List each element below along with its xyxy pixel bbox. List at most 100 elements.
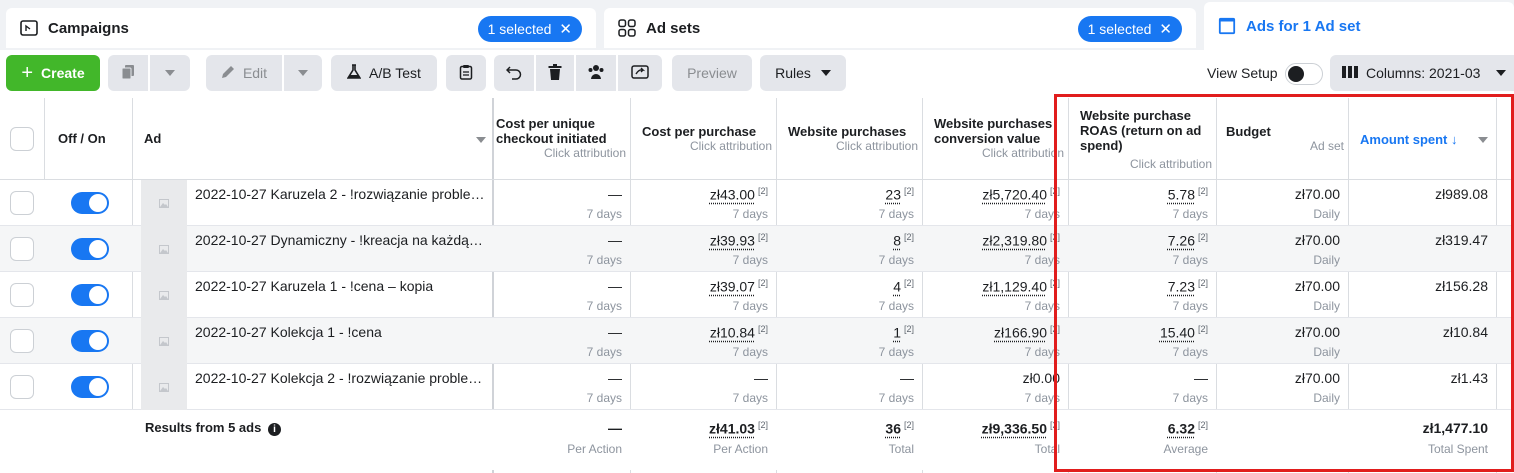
header-website-purchases[interactable]: Website purchases Click attribution xyxy=(788,124,918,153)
header-amount-spent[interactable]: Amount spent ↓ xyxy=(1360,132,1492,214)
image-placeholder-icon xyxy=(159,334,169,349)
columns-icon xyxy=(1342,65,1358,81)
conversion-value-cell[interactable]: zł5,720.40 [2] 7 days xyxy=(982,186,1060,221)
header-cost-per-unique-checkout[interactable]: Cost per unique checkout initiated Click… xyxy=(496,116,626,160)
column-divider xyxy=(630,98,631,473)
tab-campaigns-label: Campaigns xyxy=(48,19,129,37)
ad-on-off-toggle[interactable] xyxy=(71,330,109,352)
table-header: Off / On Ad Cost per unique checkout ini… xyxy=(0,98,1514,180)
ad-thumbnail[interactable] xyxy=(141,272,187,318)
share-button[interactable] xyxy=(618,55,662,91)
table-row[interactable]: 2022-10-27 Kolekcja 2 - !rozwiązanie pro… xyxy=(0,364,1514,410)
tab-ads-label: Ads for 1 Ad set xyxy=(1246,17,1361,35)
header-off-on[interactable]: Off / On xyxy=(58,131,106,146)
cost-per-checkout-cell: —7 days xyxy=(586,370,622,405)
tab-ad-sets[interactable]: Ad sets 1 selected ✕ xyxy=(604,8,1196,48)
ad-name-link[interactable]: 2022-10-27 Karuzela 1 - !cena – kopia xyxy=(195,278,434,294)
ad-on-off-toggle[interactable] xyxy=(71,192,109,214)
website-purchases-cell[interactable]: 23 [2] 7 days xyxy=(878,186,914,221)
conversion-value-cell[interactable]: zł2,319.80 [2] 7 days xyxy=(982,232,1060,267)
ad-name-link[interactable]: 2022-10-27 Karuzela 2 - !rozwiązanie pro… xyxy=(195,186,485,202)
row-checkbox[interactable] xyxy=(10,329,34,353)
select-all-checkbox[interactable] xyxy=(10,127,34,151)
delete-button[interactable] xyxy=(536,55,574,91)
chevron-down-icon xyxy=(820,70,831,76)
duplicate-button[interactable] xyxy=(108,55,148,91)
ad-thumbnail[interactable] xyxy=(141,226,187,272)
ad-thumbnail[interactable] xyxy=(141,318,187,364)
toggle-knob xyxy=(89,378,107,396)
ad-name-link[interactable]: 2022-10-27 Kolekcja 1 - !cena xyxy=(195,324,382,340)
budget-cell: zł70.00 Daily xyxy=(1294,232,1340,267)
adsets-selected-badge[interactable]: 1 selected ✕ xyxy=(1077,16,1182,42)
sort-chevron-icon[interactable] xyxy=(476,137,486,143)
table-row[interactable]: 2022-10-27 Dynamiczny - !kreacja na każd… xyxy=(0,226,1514,272)
preview-button[interactable]: Preview xyxy=(672,55,752,91)
header-cost-per-purchase[interactable]: Cost per purchase Click attribution xyxy=(642,124,772,153)
header-conversion-value[interactable]: Website purchases conversion value Click… xyxy=(934,116,1064,160)
header-budget[interactable]: Budget Ad set xyxy=(1226,124,1344,153)
conversion-value-cell[interactable]: zł1,129.40 [2] 7 days xyxy=(982,278,1060,313)
header-ad[interactable]: Ad xyxy=(144,131,162,146)
row-checkbox[interactable] xyxy=(10,237,34,261)
website-purchases-cell[interactable]: 4 [2] 7 days xyxy=(878,278,914,313)
cost-per-purchase-cell: —7 days xyxy=(732,370,768,405)
audience-button[interactable] xyxy=(576,55,616,91)
info-icon[interactable]: i xyxy=(267,423,281,436)
ab-test-button[interactable]: A/B Test xyxy=(331,55,437,91)
view-setup-label: View Setup xyxy=(1207,65,1278,81)
row-checkbox[interactable] xyxy=(10,191,34,215)
columns-dropdown[interactable]: Columns: 2021-03 xyxy=(1330,55,1514,91)
table-row[interactable]: 2022-10-27 Kolekcja 1 - !cena —7 days zł10… xyxy=(0,318,1514,364)
edit-button[interactable]: Edit xyxy=(206,55,282,91)
clear-selection-icon[interactable]: ✕ xyxy=(559,20,572,38)
roas-cell[interactable]: 7.26 [2] 7 days xyxy=(1167,232,1208,267)
flask-icon xyxy=(346,63,362,83)
total-website-purchases[interactable]: 36 [2] Total xyxy=(885,420,914,456)
sort-chevron-icon[interactable] xyxy=(1478,137,1488,143)
row-checkbox[interactable] xyxy=(10,375,34,399)
create-button[interactable]: + Create xyxy=(6,55,100,91)
website-purchases-cell[interactable]: 8 [2] 7 days xyxy=(878,232,914,267)
cost-per-purchase-cell[interactable]: zł39.07 [2] 7 days xyxy=(709,278,768,313)
total-roas[interactable]: 6.32 [2] Average xyxy=(1163,420,1208,456)
rules-button[interactable]: Rules xyxy=(760,55,846,91)
clear-selection-icon[interactable]: ✕ xyxy=(1159,20,1172,38)
roas-cell[interactable]: 15.40 [2] 7 days xyxy=(1159,324,1208,359)
roas-cell[interactable]: 7.23 [2] 7 days xyxy=(1167,278,1208,313)
row-checkbox[interactable] xyxy=(10,283,34,307)
conversion-value-cell[interactable]: zł166.90 [2] 7 days xyxy=(994,324,1060,359)
total-cost-per-purchase[interactable]: zł41.03 [2] Per Action xyxy=(709,420,768,456)
clipboard-button[interactable] xyxy=(446,55,486,91)
total-conversion-value[interactable]: zł9,336.50 [2] Total xyxy=(981,420,1060,456)
tab-ads[interactable]: Ads for 1 Ad set xyxy=(1204,2,1514,50)
ad-window-icon xyxy=(1218,17,1236,35)
ad-name-link[interactable]: 2022-10-27 Dynamiczny - !kreacja na każd… xyxy=(195,232,485,248)
cost-per-purchase-cell[interactable]: zł43.00 [2] 7 days xyxy=(709,186,768,221)
edit-dropdown-button[interactable] xyxy=(284,55,322,91)
ad-name-link[interactable]: 2022-10-27 Kolekcja 2 - !rozwiązanie pro… xyxy=(195,370,485,386)
undo-button[interactable] xyxy=(494,55,534,91)
website-purchases-cell[interactable]: 1 [2] 7 days xyxy=(878,324,914,359)
ad-thumbnail[interactable] xyxy=(141,180,187,226)
roas-cell[interactable]: 5.78 [2] 7 days xyxy=(1167,186,1208,221)
column-divider xyxy=(776,98,777,473)
cost-per-purchase-cell[interactable]: zł39.93 [2] 7 days xyxy=(709,232,768,267)
budget-cell: zł70.00 Daily xyxy=(1294,324,1340,359)
ad-on-off-toggle[interactable] xyxy=(71,284,109,306)
pencil-icon xyxy=(221,65,235,82)
ad-on-off-toggle[interactable] xyxy=(71,238,109,260)
duplicate-dropdown-button[interactable] xyxy=(150,55,190,91)
toolbar: + Create Edit A/B Test Preview Rules Vie… xyxy=(0,50,1514,98)
budget-cell: zł70.00 Daily xyxy=(1294,278,1340,313)
ad-thumbnail[interactable] xyxy=(141,364,187,410)
table-row[interactable]: 2022-10-27 Karuzela 2 - !rozwiązanie pro… xyxy=(0,180,1514,226)
ad-on-off-toggle[interactable] xyxy=(71,376,109,398)
header-roas[interactable]: Website purchase ROAS (return on ad spen… xyxy=(1080,108,1212,171)
budget-cell: zł70.00 Daily xyxy=(1294,370,1340,405)
tab-campaigns[interactable]: Campaigns 1 selected ✕ xyxy=(6,8,596,48)
view-setup-toggle[interactable] xyxy=(1285,63,1323,85)
campaigns-selected-badge[interactable]: 1 selected ✕ xyxy=(477,16,582,42)
table-row[interactable]: 2022-10-27 Karuzela 1 - !cena – kopia —7 … xyxy=(0,272,1514,318)
cost-per-purchase-cell[interactable]: zł10.84 [2] 7 days xyxy=(709,324,768,359)
